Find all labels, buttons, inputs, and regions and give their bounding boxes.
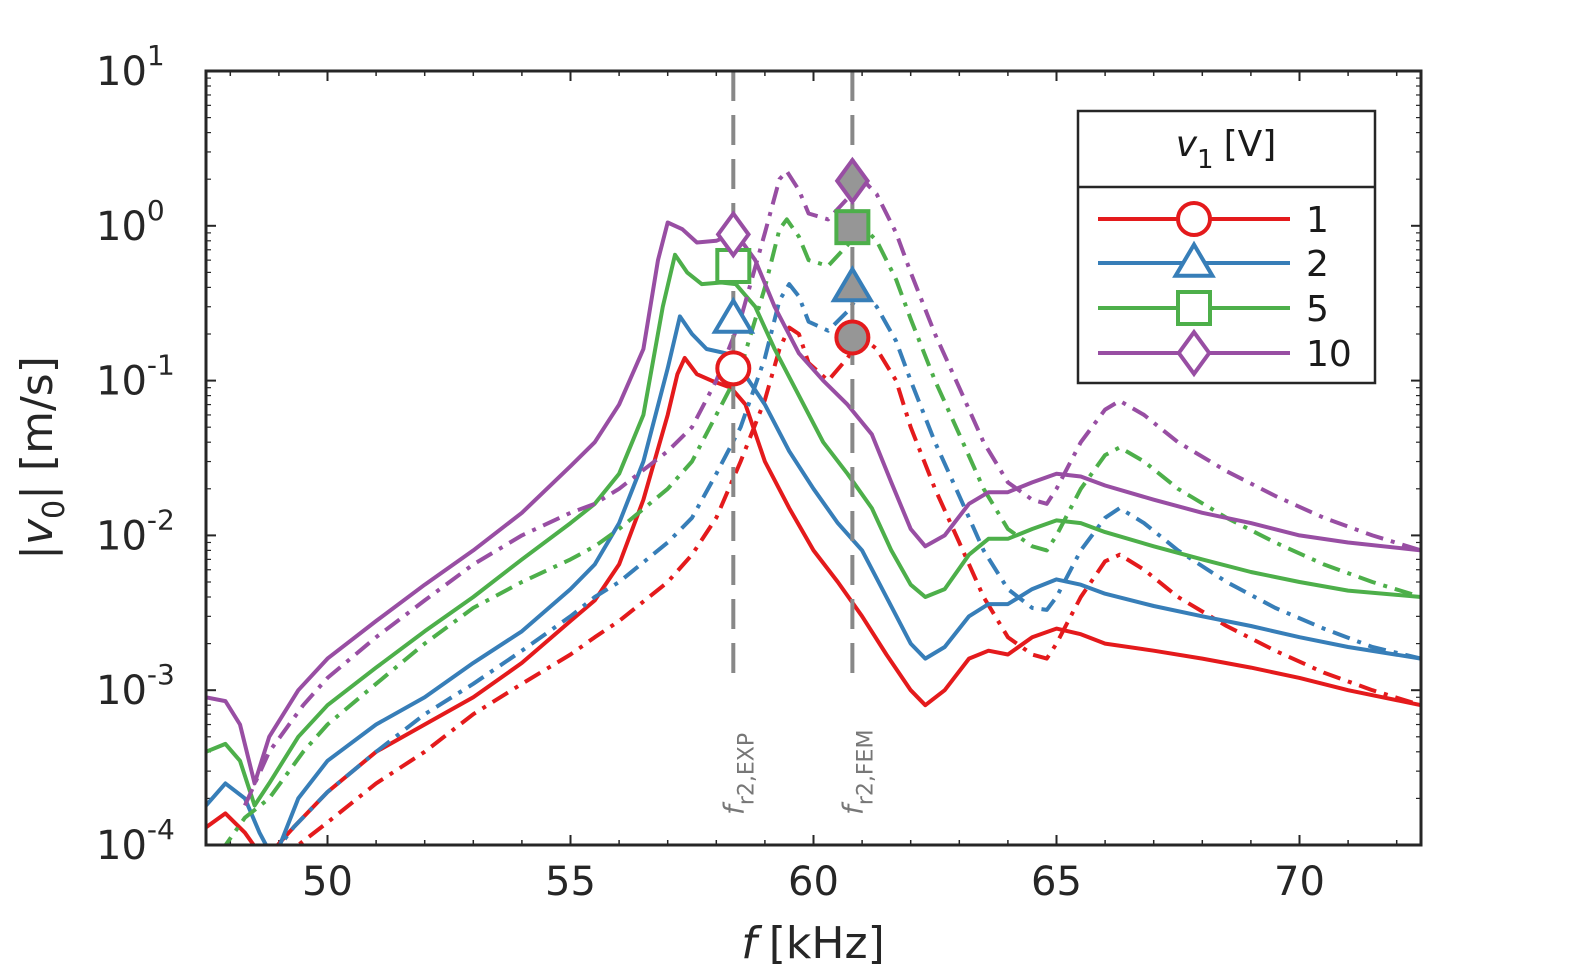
marker-filled-10 [834, 156, 871, 206]
y-tick-base: 10 [96, 823, 147, 869]
series-line-dashdot-2 [277, 282, 1421, 845]
y-tick-base: 10 [96, 49, 147, 95]
y-tick-label: 10-1 [96, 349, 175, 405]
y-tick-exp: -2 [147, 503, 175, 536]
y-tick-exp: 1 [147, 39, 165, 72]
y-tick-label: 10-4 [96, 813, 175, 869]
series-line-solid-10 [206, 220, 1421, 786]
legend-title-var: v [1176, 124, 1198, 165]
x-axis-var: f [741, 918, 763, 969]
y-tick-base: 10 [96, 204, 147, 250]
marker-filled-2 [830, 265, 875, 303]
y-tick-base: 10 [96, 359, 147, 405]
series-line-dashdot-5 [223, 217, 1421, 845]
x-tick-label: 50 [302, 859, 353, 905]
y-tick-label: 10-2 [96, 503, 175, 559]
marker-open-2 [711, 296, 756, 334]
vline-label-1: fr2,FEM [836, 730, 878, 815]
legend-marker-2 [1172, 240, 1216, 278]
marker-filled-5 [834, 209, 871, 246]
y-tick-label: 10-3 [96, 658, 175, 714]
marker-open-10 [715, 210, 751, 259]
legend-marker-10 [1176, 328, 1212, 378]
y-tick-label: 101 [96, 39, 165, 95]
legend-title: v1 [V] [1176, 124, 1277, 175]
legend-marker-1 [1176, 201, 1212, 237]
y-tick-base: 10 [96, 513, 147, 559]
y-axis-post: | [m/s] [12, 356, 63, 500]
marker-open-1 [715, 350, 752, 387]
x-tick-label: 60 [788, 859, 839, 905]
y-tick-label: 100 [96, 194, 165, 250]
y-tick-exp: -4 [147, 813, 175, 846]
series-line-solid-2 [206, 314, 1421, 845]
series-line-solid-1 [206, 356, 1421, 845]
y-axis-label: |v0| [m/s] [12, 356, 72, 560]
plot-frame [204, 69, 1423, 847]
series-line-dashdot-10 [243, 169, 1421, 807]
x-tick-label: 70 [1274, 859, 1325, 905]
y-tick-exp: -1 [147, 349, 175, 382]
legend-label-1: 1 [1306, 200, 1329, 241]
legend-box [1076, 109, 1377, 385]
y-axis-sub: 0 [37, 500, 72, 519]
legend-marker-5 [1176, 290, 1212, 326]
x-tick-label: 55 [545, 859, 596, 905]
y-tick-exp: 0 [147, 194, 165, 227]
marker-layer [711, 156, 875, 387]
y-tick-exp: -3 [147, 658, 175, 691]
legend-title-sub: 1 [1197, 145, 1214, 175]
legend-label-10: 10 [1306, 334, 1352, 375]
legend-label-5: 5 [1306, 289, 1329, 330]
x-tick-label: 65 [1031, 859, 1082, 905]
vline-label-sub: r2,EXP [734, 733, 759, 805]
x-axis-label: f [kHz] [741, 918, 885, 969]
y-tick-base: 10 [96, 668, 147, 714]
legend-label-2: 2 [1306, 244, 1329, 285]
y-axis-pre: | [12, 545, 63, 560]
x-axis-unit: [kHz] [769, 918, 885, 969]
legend-title-unit: [V] [1224, 124, 1277, 165]
series-line-solid-5 [206, 252, 1421, 808]
vline-label-0: fr2,EXP [717, 733, 759, 815]
vline-label-sub: r2,FEM [853, 730, 878, 806]
marker-filled-1 [834, 319, 871, 356]
y-axis-var: v [12, 518, 63, 545]
